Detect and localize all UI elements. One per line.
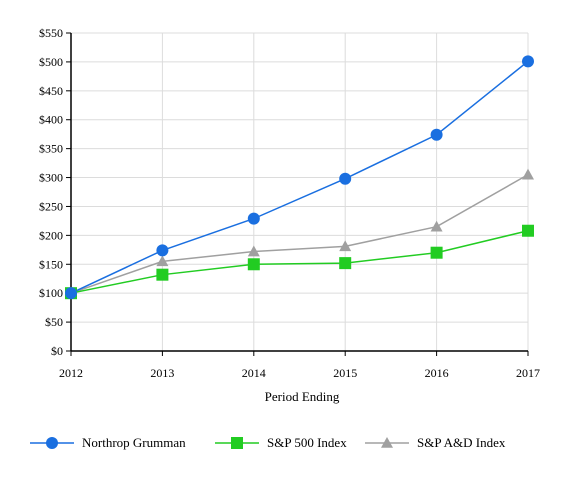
y-tick-label: $200 bbox=[39, 228, 63, 242]
axes bbox=[70, 33, 528, 352]
legend-item-sandp-500-index: S&P 500 Index bbox=[215, 435, 347, 450]
data-point-northrop-grumman bbox=[247, 212, 260, 225]
y-tick-label: $0 bbox=[51, 344, 63, 358]
y-tick-label: $300 bbox=[39, 171, 63, 185]
legend-label: S&P 500 Index bbox=[267, 435, 347, 450]
data-point-northrop-grumman bbox=[65, 287, 77, 300]
x-tick-label: 2012 bbox=[59, 366, 83, 380]
x-axis-title: Period Ending bbox=[265, 389, 340, 404]
series-northrop-grumman bbox=[70, 60, 529, 294]
y-tick-label: $500 bbox=[39, 55, 63, 69]
data-point-sandp-500-index bbox=[430, 246, 443, 259]
data-point-northrop-grumman bbox=[339, 172, 352, 185]
series-line-sandp-500-index bbox=[70, 230, 529, 294]
series-points-sandp-500-index bbox=[65, 224, 534, 300]
legend-marker-sandp-500-index bbox=[231, 437, 243, 449]
legend-marker-sandp-aandd-index bbox=[381, 437, 393, 448]
y-axis-ticks: $0 $50 $100 $150 $200 $250 $300 $350 $400 $450 $50… bbox=[39, 26, 71, 358]
data-point-sandp-500-index bbox=[156, 268, 169, 281]
x-tick-label: 2013 bbox=[150, 366, 174, 380]
series-line-northrop-grumman bbox=[70, 60, 529, 294]
y-tick-label: $250 bbox=[39, 199, 63, 213]
legend-label: S&P A&D Index bbox=[417, 435, 506, 450]
series-points-northrop-grumman bbox=[65, 55, 534, 300]
series-lines bbox=[65, 55, 534, 300]
data-point-sandp-500-index bbox=[339, 257, 352, 270]
y-tick-label: $550 bbox=[39, 26, 63, 40]
x-axis-ticks: 2012 2013 2014 2015 2016 2017 bbox=[59, 351, 540, 380]
grid-lines bbox=[71, 32, 529, 351]
series-points-sandp-aandd-index bbox=[65, 168, 534, 298]
x-tick-label: 2015 bbox=[333, 366, 357, 380]
data-point-sandp-aandd-index bbox=[156, 255, 169, 267]
legend-item-northrop-grumman: Northrop Grumman bbox=[30, 435, 186, 450]
legend-marker-northrop-grumman bbox=[46, 437, 58, 449]
y-tick-label: $100 bbox=[39, 286, 63, 300]
x-tick-label: 2017 bbox=[516, 366, 540, 380]
data-point-northrop-grumman bbox=[522, 55, 534, 68]
legend-item-sandp-aandd-index: S&P A&D Index bbox=[365, 435, 506, 450]
series-sandp-500-index bbox=[70, 230, 529, 294]
y-tick-label: $50 bbox=[45, 315, 63, 329]
data-point-sandp-aandd-index bbox=[522, 168, 534, 180]
data-point-sandp-aandd-index bbox=[247, 245, 260, 257]
data-point-sandp-aandd-index bbox=[339, 240, 352, 252]
legend: Northrop Grumman S&P 500 Index S&P A&D Ind… bbox=[30, 435, 506, 450]
series-sandp-aandd-index bbox=[70, 174, 529, 294]
series-line-sandp-aandd-index bbox=[70, 174, 529, 294]
legend-label: Northrop Grumman bbox=[82, 435, 186, 450]
data-point-northrop-grumman bbox=[156, 244, 169, 257]
data-point-sandp-500-index bbox=[522, 224, 534, 237]
data-point-northrop-grumman bbox=[430, 128, 443, 141]
y-tick-label: $350 bbox=[39, 142, 63, 156]
y-tick-label: $150 bbox=[39, 257, 63, 271]
y-tick-label: $450 bbox=[39, 84, 63, 98]
x-tick-label: 2016 bbox=[425, 366, 449, 380]
y-tick-label: $400 bbox=[39, 113, 63, 127]
data-point-sandp-500-index bbox=[247, 258, 260, 271]
x-tick-label: 2014 bbox=[242, 366, 266, 380]
data-point-sandp-aandd-index bbox=[430, 220, 443, 232]
